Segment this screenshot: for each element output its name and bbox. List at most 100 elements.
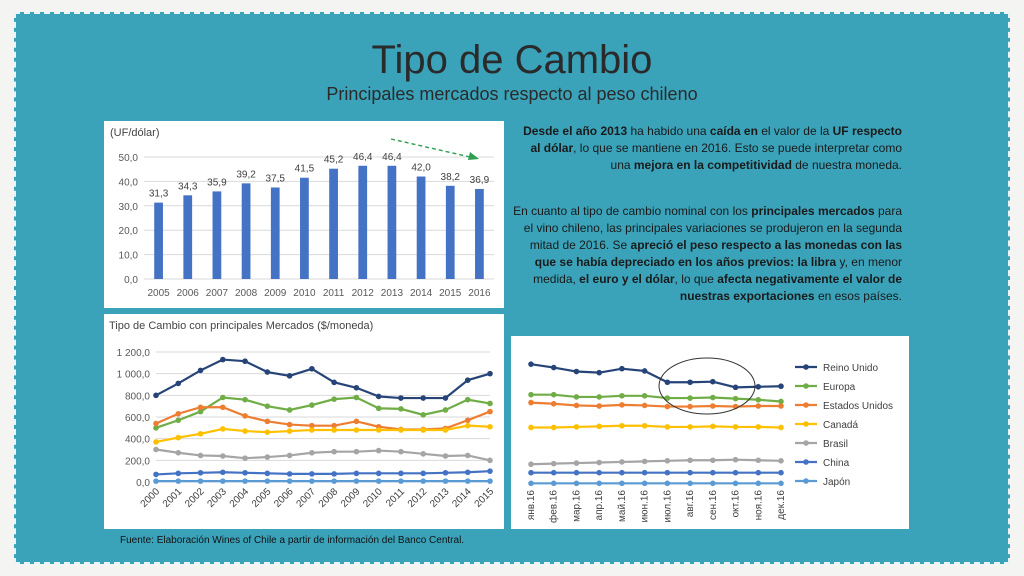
- series-point: [197, 478, 204, 484]
- series-point: [197, 430, 204, 437]
- series-point: [687, 403, 693, 410]
- series-point: [442, 469, 449, 476]
- series-point: [619, 402, 625, 408]
- series-line: [155, 470, 491, 476]
- series-point: [664, 379, 671, 386]
- x-tick-label: авг.16: [685, 490, 696, 518]
- series-point: [732, 480, 739, 487]
- commentary-text-run: mejora en la competitividad: [633, 158, 792, 172]
- bar: [183, 195, 193, 279]
- y-tick-label: 1 200,0: [117, 348, 151, 359]
- series-point: [175, 417, 182, 424]
- bar: [475, 188, 484, 279]
- source-note: Fuente: Elaboración Wines of Chile a par…: [120, 535, 465, 546]
- x-tick-label: 2000: [139, 486, 163, 510]
- x-tick-label: 2007: [206, 288, 229, 299]
- series-point: [573, 469, 580, 476]
- series-point: [664, 395, 671, 401]
- series-point: [687, 457, 693, 464]
- series-point: [309, 449, 315, 456]
- legend-swatch-marker: [803, 440, 809, 446]
- series-point: [286, 407, 293, 413]
- series-point: [573, 394, 580, 400]
- x-tick-label: 2013: [381, 288, 404, 299]
- series-point: [528, 480, 534, 487]
- bar-data-label: 38,2: [441, 172, 461, 183]
- commentary-text-run: para el vino chileno, las principales va…: [523, 204, 902, 252]
- series-point: [778, 469, 784, 476]
- commentary-text-run: y, en menor medida,: [533, 255, 902, 286]
- bar-chart-title: (UF/dólar): [110, 127, 160, 139]
- x-tick-label: 2009: [339, 486, 363, 510]
- series-point: [309, 478, 315, 484]
- series-point: [220, 356, 226, 363]
- legend-label: Japón: [823, 477, 850, 488]
- legend-label: Canadá: [823, 420, 858, 431]
- series-point: [755, 383, 762, 390]
- series-point: [550, 424, 557, 431]
- series-point: [710, 403, 716, 409]
- legend-swatch-marker: [803, 364, 809, 370]
- x-tick-label: июн.16: [640, 490, 651, 523]
- series-point: [528, 391, 534, 398]
- series-point: [153, 439, 159, 445]
- series-point: [596, 459, 602, 466]
- highlight-ellipse: [658, 357, 756, 415]
- bar-chart-card: (UF/dólar) 0,0 10,0 20,0 30,0 40,0 50,0 31,3 20…: [104, 121, 504, 308]
- series-point: [398, 406, 404, 412]
- series-point: [464, 422, 471, 429]
- series-point: [487, 408, 493, 415]
- bar: [329, 168, 338, 279]
- series-point: [331, 471, 337, 477]
- series-line: [155, 424, 491, 443]
- x-tick-label: 2001: [161, 486, 185, 510]
- series-point: [528, 399, 534, 406]
- commentary-text-run: de nuestra moneda.: [791, 158, 902, 172]
- x-tick-label: 2014: [410, 288, 433, 299]
- series-point: [550, 480, 557, 487]
- series-point: [573, 368, 580, 375]
- series-point: [619, 393, 625, 399]
- series-point: [197, 367, 204, 374]
- series-point: [641, 458, 648, 465]
- series-point: [309, 422, 315, 429]
- bar-data-label: 39,2: [236, 169, 256, 180]
- series-point: [619, 459, 625, 465]
- series-line: [531, 393, 782, 403]
- x-tick-label: 2009: [264, 288, 287, 299]
- series-point: [755, 424, 762, 430]
- bar-data-label: 36,9: [470, 175, 490, 186]
- series-point: [331, 379, 337, 386]
- series-point: [375, 470, 382, 477]
- legend-label: Europa: [823, 382, 856, 393]
- series-point: [755, 457, 762, 464]
- bar-data-label: 45,2: [324, 155, 344, 166]
- series-point: [619, 365, 625, 372]
- series-point: [464, 377, 471, 383]
- series-point: [175, 410, 182, 417]
- y-tick-label: 30,0: [119, 202, 139, 213]
- series-point: [687, 480, 693, 487]
- series-point: [732, 456, 739, 463]
- bar-data-label: 46,4: [353, 152, 373, 163]
- series-point: [264, 369, 271, 375]
- series-point: [664, 469, 671, 476]
- x-tick-label: фев.16: [548, 490, 560, 523]
- commentary-text-run: En cuanto al tipo de cambio nominal con …: [513, 204, 752, 218]
- legend-label: Brasil: [823, 439, 848, 450]
- series-point: [710, 423, 716, 430]
- series-point: [175, 470, 182, 477]
- series-line: [155, 448, 491, 462]
- series-point: [331, 396, 337, 402]
- series-point: [420, 470, 427, 477]
- series-point: [487, 478, 493, 484]
- series-point: [375, 405, 382, 412]
- series-point: [353, 448, 360, 455]
- x-tick-label: 2005: [147, 288, 170, 299]
- series-point: [220, 469, 226, 476]
- series-point: [442, 453, 449, 459]
- x-tick-label: 2003: [205, 486, 229, 510]
- series-point: [420, 451, 427, 457]
- series-point: [309, 402, 315, 408]
- series-point: [778, 398, 784, 405]
